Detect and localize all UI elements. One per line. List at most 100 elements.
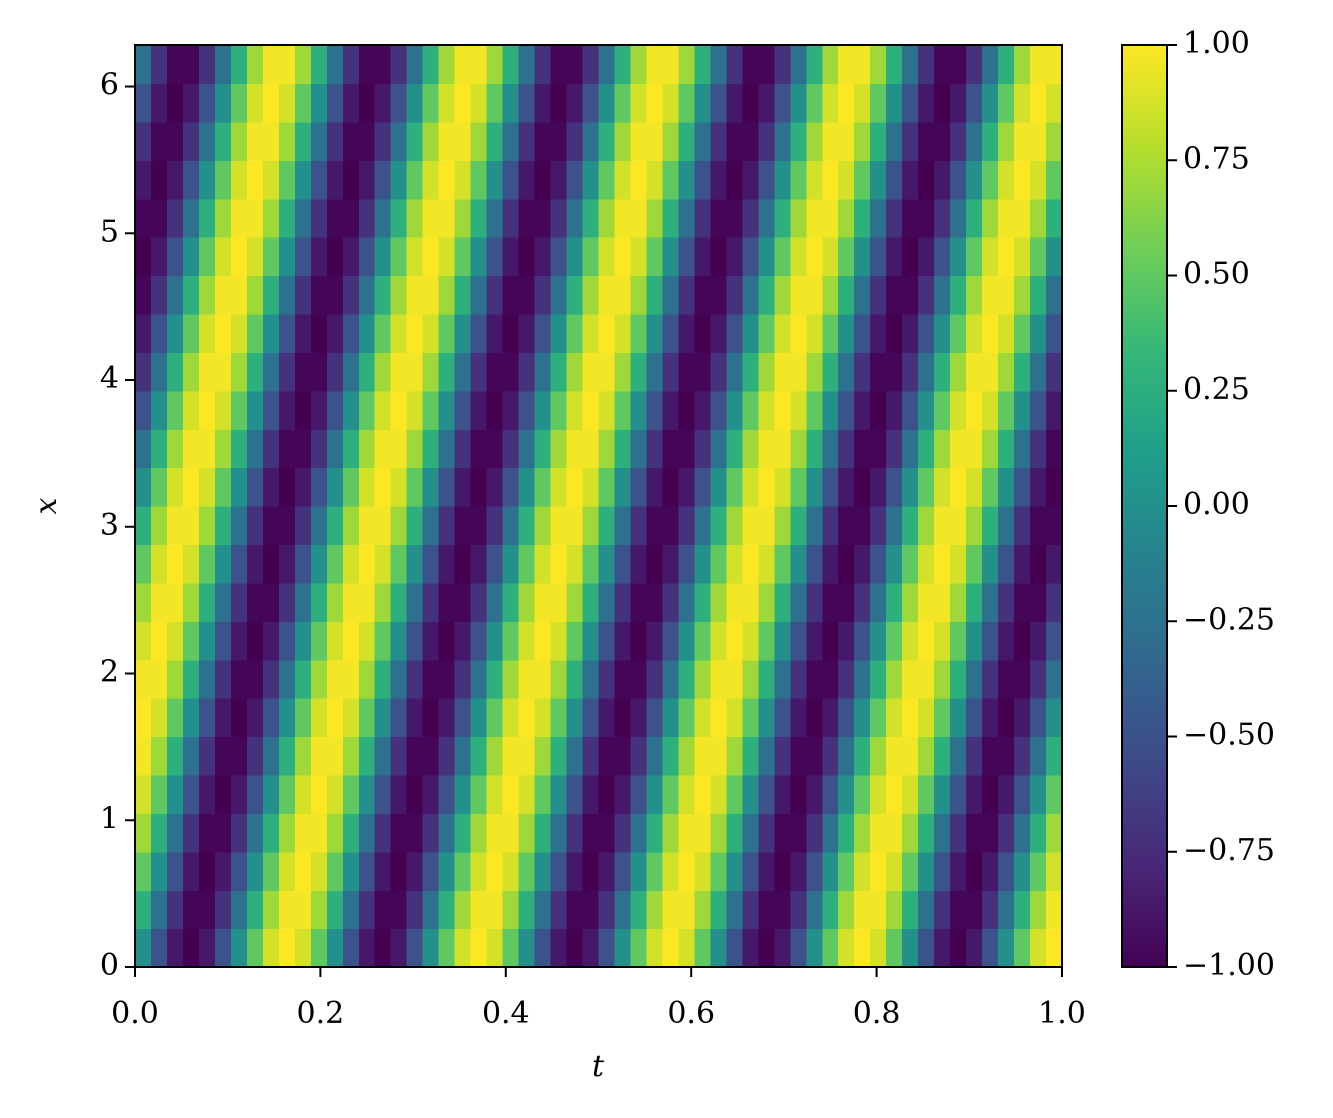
heatmap-cell	[854, 390, 871, 430]
heatmap-cell	[214, 160, 232, 200]
heatmap-cell	[198, 851, 216, 891]
colorbar-tick-label: 0.50	[1183, 257, 1250, 292]
heatmap-cell	[582, 506, 600, 546]
heatmap-cell	[742, 582, 759, 622]
heatmap-cell	[902, 851, 919, 891]
heatmap-cell	[678, 544, 695, 584]
heatmap-cell	[550, 851, 568, 891]
heatmap-cell	[326, 736, 344, 776]
heatmap-cell	[646, 275, 664, 315]
heatmap-cell	[150, 774, 168, 814]
heatmap-cell	[422, 237, 440, 277]
heatmap-cell	[166, 736, 184, 776]
heatmap-cell	[502, 160, 520, 200]
heatmap-cell	[870, 121, 887, 161]
heatmap-cell	[150, 429, 168, 469]
heatmap-cell	[966, 352, 983, 392]
heatmap-cell	[694, 45, 711, 85]
heatmap-cell	[214, 45, 232, 85]
heatmap-cell	[166, 237, 184, 277]
heatmap-cell	[582, 851, 600, 891]
heatmap-cell	[726, 121, 743, 161]
heatmap-cell	[182, 698, 200, 738]
heatmap-cell	[630, 275, 648, 315]
heatmap-cell	[422, 429, 440, 469]
x-axis-label: t	[592, 1049, 605, 1084]
heatmap-cell	[662, 237, 680, 277]
heatmap-cell	[950, 352, 967, 392]
x-tick-label: 0.6	[667, 996, 715, 1031]
heatmap-cell	[1014, 352, 1031, 392]
heatmap-cell	[294, 313, 312, 353]
heatmap-cell	[902, 928, 919, 968]
heatmap-cell	[502, 352, 520, 392]
heatmap-cell	[502, 198, 520, 238]
heatmap-cell	[966, 544, 983, 584]
heatmap-cell	[886, 659, 903, 699]
heatmap-cell	[710, 467, 727, 507]
heatmap-cell	[550, 659, 568, 699]
heatmap-cell	[758, 582, 775, 622]
heatmap-cell	[1014, 506, 1031, 546]
heatmap-cell	[294, 890, 312, 930]
heatmap-cell	[246, 237, 264, 277]
heatmap-cell	[774, 160, 791, 200]
heatmap-cell	[135, 582, 152, 622]
heatmap-cell	[182, 352, 200, 392]
heatmap-cell	[950, 736, 967, 776]
heatmap-cell	[454, 928, 472, 968]
heatmap-cell	[294, 928, 312, 968]
heatmap-cell	[886, 813, 903, 853]
heatmap-cell	[998, 275, 1015, 315]
heatmap-cell	[246, 45, 264, 85]
heatmap-cell	[406, 621, 424, 661]
heatmap-cell	[886, 467, 903, 507]
heatmap-cell	[726, 313, 743, 353]
heatmap-cell	[886, 237, 903, 277]
heatmap-cell	[1014, 198, 1031, 238]
heatmap-cell	[710, 121, 727, 161]
heatmap-cell	[934, 813, 951, 853]
heatmap-cell	[390, 45, 408, 85]
heatmap-cell	[230, 544, 248, 584]
heatmap-cell	[614, 506, 632, 546]
heatmap-cell	[326, 659, 344, 699]
heatmap-cell	[1046, 352, 1063, 392]
heatmap-cell	[278, 352, 296, 392]
heatmap-cell	[150, 198, 168, 238]
heatmap-cell	[710, 544, 727, 584]
heatmap-cell	[998, 429, 1015, 469]
heatmap-cell	[950, 774, 967, 814]
heatmap-cell	[806, 736, 823, 776]
heatmap-cell	[630, 198, 648, 238]
heatmap-cell	[1014, 774, 1031, 814]
heatmap-cell	[790, 429, 807, 469]
heatmap-cell	[470, 851, 488, 891]
heatmap-cell	[710, 237, 727, 277]
heatmap-cell	[246, 160, 264, 200]
heatmap-cell	[326, 390, 344, 430]
heatmap-cell	[246, 736, 264, 776]
x-tick-label: 0.4	[482, 996, 530, 1031]
heatmap-cell	[742, 275, 759, 315]
heatmap-cell	[550, 352, 568, 392]
heatmap-cell	[518, 851, 536, 891]
heatmap-cell	[662, 621, 680, 661]
heatmap-cell	[790, 621, 807, 661]
heatmap-cell	[902, 582, 919, 622]
colorbar-tick-label: 0.75	[1183, 141, 1250, 176]
heatmap-cell	[630, 467, 648, 507]
heatmap-cell	[726, 774, 743, 814]
colorbar-tick-label: 0.00	[1183, 487, 1250, 522]
heatmap-cell	[790, 506, 807, 546]
heatmap-cell	[438, 698, 456, 738]
heatmap-cell	[998, 45, 1015, 85]
heatmap-cell	[550, 390, 568, 430]
heatmap-cell	[598, 928, 616, 968]
heatmap-cell	[534, 352, 552, 392]
heatmap-cell	[934, 890, 951, 930]
heatmap-cell	[982, 582, 999, 622]
heatmap-cell	[166, 544, 184, 584]
heatmap-cell	[838, 544, 855, 584]
heatmap-cell	[246, 813, 264, 853]
